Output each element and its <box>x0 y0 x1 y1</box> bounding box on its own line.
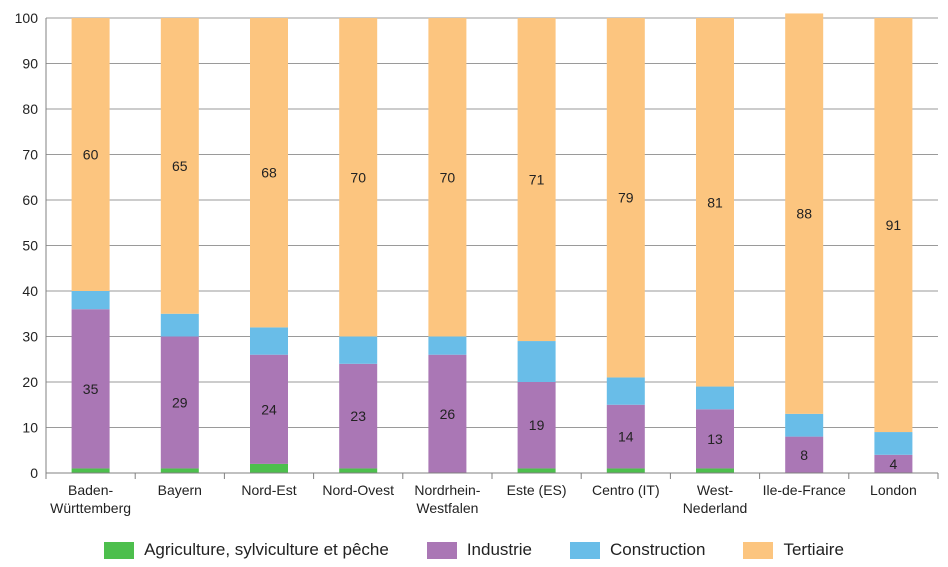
data-label: 19 <box>529 417 545 433</box>
data-label: 14 <box>618 429 634 445</box>
bar-segment <box>339 363 378 469</box>
x-tick-label: Nord-Ovest <box>322 482 394 498</box>
y-tick-label: 0 <box>30 465 38 481</box>
data-label: 26 <box>440 406 456 422</box>
bar-segment <box>160 313 199 337</box>
bar-segment <box>428 336 467 355</box>
x-tick-label: Baden-Württemberg <box>50 482 131 516</box>
y-tick-label: 60 <box>22 192 38 208</box>
bar-segment <box>785 436 824 473</box>
x-tick-label: Ile-de-France <box>763 482 846 498</box>
y-tick-label: 70 <box>22 147 38 163</box>
data-label: 88 <box>796 206 812 222</box>
data-label: 24 <box>261 401 277 417</box>
data-label: 91 <box>886 217 902 233</box>
bar-segment <box>785 13 824 414</box>
x-tick-label: Nord-Est <box>241 482 296 498</box>
bar-segment <box>339 18 378 337</box>
x-tick-label: West-Nederland <box>683 482 748 516</box>
data-label: 29 <box>172 394 188 410</box>
bar-segment <box>606 377 645 405</box>
y-tick-label: 20 <box>22 374 38 390</box>
x-tick-label: Centro (IT) <box>592 482 660 498</box>
bar-segment <box>517 382 556 469</box>
data-label: 68 <box>261 165 277 181</box>
legend-label-tertiaire: Tertiaire <box>783 540 844 559</box>
data-label: 60 <box>83 147 99 163</box>
data-label: 70 <box>440 169 456 185</box>
bar-segment <box>606 18 645 378</box>
bar-segment <box>785 413 824 437</box>
legend-item-construction: Construction <box>570 540 705 560</box>
legend-label-agriculture: Agriculture, sylviculture et pêche <box>144 540 389 559</box>
bar-segment <box>517 18 556 342</box>
y-tick-label: 100 <box>15 10 39 26</box>
legend: Agriculture, sylviculture et pêche Indus… <box>0 540 948 560</box>
legend-swatch-agriculture <box>104 541 135 559</box>
legend-item-industrie: Industrie <box>426 540 533 560</box>
bar-segment <box>517 468 556 473</box>
bar-segment <box>428 354 467 473</box>
bar-segment <box>339 336 378 364</box>
data-label: 23 <box>350 408 366 424</box>
y-tick-label: 80 <box>22 101 38 117</box>
y-tick-label: 40 <box>22 283 38 299</box>
bar-segment <box>339 468 378 473</box>
data-label: 81 <box>707 194 723 210</box>
data-label: 79 <box>618 190 634 206</box>
data-label: 65 <box>172 158 188 174</box>
y-tick-label: 90 <box>22 56 38 72</box>
data-label: 8 <box>800 447 808 463</box>
legend-label-industrie: Industrie <box>466 540 533 559</box>
bar-segment <box>250 327 288 355</box>
bar-segment <box>250 18 288 328</box>
bar-segment <box>250 463 288 473</box>
legend-label-construction: Construction <box>610 540 706 559</box>
bar-segment <box>71 468 110 473</box>
legend-swatch-industrie <box>426 541 457 559</box>
bar-segment <box>71 291 110 310</box>
bar-segment <box>874 454 913 473</box>
x-tick-label: Bayern <box>158 482 202 498</box>
bar-segment <box>160 18 199 314</box>
data-label: 13 <box>707 431 723 447</box>
bar-segment <box>428 18 467 337</box>
x-tick-label: Este (ES) <box>507 482 567 498</box>
y-tick-label: 10 <box>22 420 38 436</box>
bar-segment <box>517 341 556 382</box>
x-tick-label: London <box>870 482 917 498</box>
legend-item-agriculture: Agriculture, sylviculture et pêche <box>104 540 389 560</box>
legend-item-tertiaire: Tertiaire <box>743 540 844 560</box>
bar-segment <box>606 468 645 473</box>
data-label: 35 <box>83 381 99 397</box>
bar-segment <box>696 409 734 469</box>
data-label: 4 <box>890 456 898 472</box>
y-tick-label: 30 <box>22 329 38 345</box>
bar-segment <box>874 432 913 455</box>
bar-segment <box>160 336 199 469</box>
legend-swatch-tertiaire <box>743 541 774 559</box>
chart-canvas: 0 10 20 30 40 50 60 70 80 90 100 35 60 Baden-Württemb… <box>15 10 939 516</box>
bar-segment <box>696 468 734 473</box>
data-label: 70 <box>350 169 366 185</box>
bar-segment <box>874 18 913 433</box>
data-label: 71 <box>529 172 545 188</box>
x-tick-label: Nordrhein-Westfalen <box>414 482 480 516</box>
legend-swatch-construction <box>570 541 601 559</box>
bar-segment <box>160 468 199 473</box>
bar-segment <box>696 18 734 387</box>
bar-segment <box>606 404 645 469</box>
y-tick-label: 50 <box>22 238 38 254</box>
bar-segment <box>696 386 734 410</box>
bar-segment <box>250 354 288 464</box>
bar-segment <box>71 309 110 469</box>
bar-segment <box>71 18 110 291</box>
